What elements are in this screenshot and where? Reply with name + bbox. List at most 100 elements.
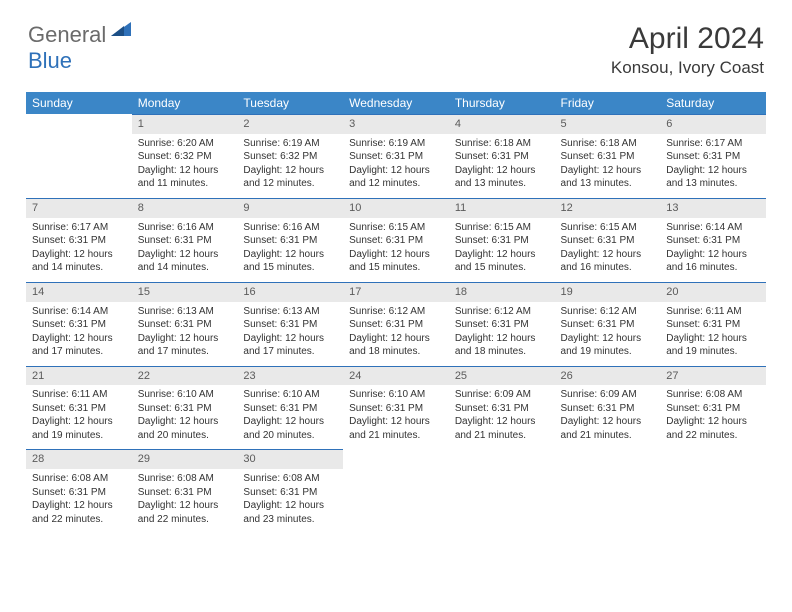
day-content: Sunrise: 6:09 AMSunset: 6:31 PMDaylight:… [555, 385, 661, 449]
sunset-line: Sunset: 6:31 PM [561, 402, 655, 416]
calendar-head: SundayMondayTuesdayWednesdayThursdayFrid… [26, 92, 766, 114]
day-number: 1 [132, 114, 238, 134]
weekday-header: Monday [132, 92, 238, 114]
sunrise-line: Sunrise: 6:08 AM [138, 472, 232, 486]
daylight-line: Daylight: 12 hours and 14 minutes. [138, 248, 232, 275]
day-number: 6 [660, 114, 766, 134]
day-number: 12 [555, 198, 661, 218]
day-number: 29 [132, 449, 238, 469]
daylight-line: Daylight: 12 hours and 22 minutes. [32, 499, 126, 526]
sunset-line: Sunset: 6:31 PM [561, 234, 655, 248]
day-content: Sunrise: 6:08 AMSunset: 6:31 PMDaylight:… [237, 469, 343, 533]
weekday-header: Wednesday [343, 92, 449, 114]
day-cell: 23Sunrise: 6:10 AMSunset: 6:31 PMDayligh… [237, 366, 343, 450]
daylight-line: Daylight: 12 hours and 20 minutes. [243, 415, 337, 442]
sunrise-line: Sunrise: 6:08 AM [32, 472, 126, 486]
day-content: Sunrise: 6:15 AMSunset: 6:31 PMDaylight:… [343, 218, 449, 282]
sunrise-line: Sunrise: 6:13 AM [243, 305, 337, 319]
sunrise-line: Sunrise: 6:17 AM [666, 137, 760, 151]
day-content: Sunrise: 6:12 AMSunset: 6:31 PMDaylight:… [555, 302, 661, 366]
daylight-line: Daylight: 12 hours and 16 minutes. [561, 248, 655, 275]
day-number: 25 [449, 366, 555, 386]
sunset-line: Sunset: 6:31 PM [349, 150, 443, 164]
empty-cell: . [555, 449, 661, 533]
day-content: Sunrise: 6:11 AMSunset: 6:31 PMDaylight:… [660, 302, 766, 366]
day-content: Sunrise: 6:13 AMSunset: 6:31 PMDaylight:… [132, 302, 238, 366]
sunrise-line: Sunrise: 6:15 AM [455, 221, 549, 235]
sunrise-line: Sunrise: 6:12 AM [349, 305, 443, 319]
day-number: 16 [237, 282, 343, 302]
daylight-line: Daylight: 12 hours and 21 minutes. [561, 415, 655, 442]
sunset-line: Sunset: 6:31 PM [561, 150, 655, 164]
sunset-line: Sunset: 6:31 PM [349, 234, 443, 248]
day-number: 18 [449, 282, 555, 302]
day-cell: 22Sunrise: 6:10 AMSunset: 6:31 PMDayligh… [132, 366, 238, 450]
day-content: Sunrise: 6:11 AMSunset: 6:31 PMDaylight:… [26, 385, 132, 449]
daylight-line: Daylight: 12 hours and 13 minutes. [455, 164, 549, 191]
title-block: April 2024 Konsou, Ivory Coast [611, 22, 764, 78]
daylight-line: Daylight: 12 hours and 19 minutes. [666, 332, 760, 359]
sunrise-line: Sunrise: 6:18 AM [561, 137, 655, 151]
day-cell: 4Sunrise: 6:18 AMSunset: 6:31 PMDaylight… [449, 114, 555, 198]
sunrise-line: Sunrise: 6:13 AM [138, 305, 232, 319]
day-number: 13 [660, 198, 766, 218]
day-cell: 14Sunrise: 6:14 AMSunset: 6:31 PMDayligh… [26, 282, 132, 366]
brand-text-blue: Blue [28, 48, 72, 73]
sunrise-line: Sunrise: 6:09 AM [561, 388, 655, 402]
daylight-line: Daylight: 12 hours and 16 minutes. [666, 248, 760, 275]
sunrise-line: Sunrise: 6:17 AM [32, 221, 126, 235]
day-cell: 25Sunrise: 6:09 AMSunset: 6:31 PMDayligh… [449, 366, 555, 450]
day-cell: 15Sunrise: 6:13 AMSunset: 6:31 PMDayligh… [132, 282, 238, 366]
day-content: Sunrise: 6:20 AMSunset: 6:32 PMDaylight:… [132, 134, 238, 198]
day-cell: 29Sunrise: 6:08 AMSunset: 6:31 PMDayligh… [132, 449, 238, 533]
calendar-row: 14Sunrise: 6:14 AMSunset: 6:31 PMDayligh… [26, 282, 766, 366]
day-cell: 1Sunrise: 6:20 AMSunset: 6:32 PMDaylight… [132, 114, 238, 198]
day-cell: 12Sunrise: 6:15 AMSunset: 6:31 PMDayligh… [555, 198, 661, 282]
sunset-line: Sunset: 6:31 PM [561, 318, 655, 332]
day-content: Sunrise: 6:14 AMSunset: 6:31 PMDaylight:… [26, 302, 132, 366]
day-number: 3 [343, 114, 449, 134]
sunset-line: Sunset: 6:31 PM [455, 318, 549, 332]
daylight-line: Daylight: 12 hours and 17 minutes. [32, 332, 126, 359]
day-cell: 19Sunrise: 6:12 AMSunset: 6:31 PMDayligh… [555, 282, 661, 366]
day-cell: 17Sunrise: 6:12 AMSunset: 6:31 PMDayligh… [343, 282, 449, 366]
daylight-line: Daylight: 12 hours and 17 minutes. [243, 332, 337, 359]
weekday-header: Friday [555, 92, 661, 114]
daylight-line: Daylight: 12 hours and 20 minutes. [138, 415, 232, 442]
empty-cell: . [343, 449, 449, 533]
day-cell: 30Sunrise: 6:08 AMSunset: 6:31 PMDayligh… [237, 449, 343, 533]
daylight-line: Daylight: 12 hours and 18 minutes. [349, 332, 443, 359]
sunset-line: Sunset: 6:31 PM [349, 318, 443, 332]
calendar-row: 21Sunrise: 6:11 AMSunset: 6:31 PMDayligh… [26, 366, 766, 450]
calendar-body: . 1Sunrise: 6:20 AMSunset: 6:32 PMDayligh… [26, 114, 766, 533]
sunrise-line: Sunrise: 6:19 AM [349, 137, 443, 151]
sunrise-line: Sunrise: 6:10 AM [243, 388, 337, 402]
sunset-line: Sunset: 6:31 PM [243, 486, 337, 500]
day-content: Sunrise: 6:15 AMSunset: 6:31 PMDaylight:… [449, 218, 555, 282]
sunrise-line: Sunrise: 6:12 AM [455, 305, 549, 319]
day-cell: 16Sunrise: 6:13 AMSunset: 6:31 PMDayligh… [237, 282, 343, 366]
day-number: 27 [660, 366, 766, 386]
sunset-line: Sunset: 6:31 PM [455, 150, 549, 164]
day-cell: 18Sunrise: 6:12 AMSunset: 6:31 PMDayligh… [449, 282, 555, 366]
weekday-header: Thursday [449, 92, 555, 114]
day-number: 30 [237, 449, 343, 469]
day-content: Sunrise: 6:08 AMSunset: 6:31 PMDaylight:… [26, 469, 132, 533]
day-content: Sunrise: 6:17 AMSunset: 6:31 PMDaylight:… [660, 134, 766, 198]
calendar-table: SundayMondayTuesdayWednesdayThursdayFrid… [26, 92, 766, 533]
calendar-row: 7Sunrise: 6:17 AMSunset: 6:31 PMDaylight… [26, 198, 766, 282]
day-cell: 20Sunrise: 6:11 AMSunset: 6:31 PMDayligh… [660, 282, 766, 366]
sunset-line: Sunset: 6:31 PM [138, 234, 232, 248]
day-cell: 11Sunrise: 6:15 AMSunset: 6:31 PMDayligh… [449, 198, 555, 282]
sunrise-line: Sunrise: 6:08 AM [243, 472, 337, 486]
day-cell: 21Sunrise: 6:11 AMSunset: 6:31 PMDayligh… [26, 366, 132, 450]
calendar-row: 28Sunrise: 6:08 AMSunset: 6:31 PMDayligh… [26, 449, 766, 533]
sunset-line: Sunset: 6:31 PM [138, 486, 232, 500]
sunrise-line: Sunrise: 6:09 AM [455, 388, 549, 402]
day-number: 2 [237, 114, 343, 134]
sunrise-line: Sunrise: 6:14 AM [666, 221, 760, 235]
weekday-row: SundayMondayTuesdayWednesdayThursdayFrid… [26, 92, 766, 114]
day-cell: 9Sunrise: 6:16 AMSunset: 6:31 PMDaylight… [237, 198, 343, 282]
month-title: April 2024 [611, 22, 764, 56]
day-content: Sunrise: 6:16 AMSunset: 6:31 PMDaylight:… [237, 218, 343, 282]
